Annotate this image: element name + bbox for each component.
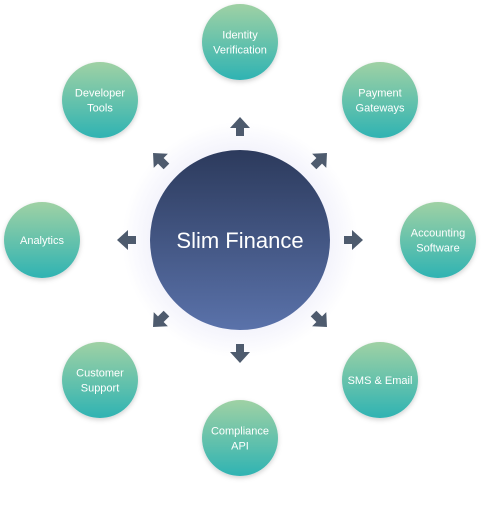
- node-circle: [400, 202, 476, 278]
- arrow-icon: [344, 230, 363, 250]
- node-label: Analytics: [20, 235, 65, 247]
- node-label: Accounting: [411, 228, 465, 240]
- node-circle: [62, 342, 138, 418]
- node-analytics: Analytics: [4, 202, 80, 278]
- node-customer-support: Customer Support: [62, 342, 138, 418]
- arrow-icon: [310, 310, 327, 327]
- node-identity-verification: Identity Verification: [202, 4, 278, 80]
- arrow-icon: [153, 310, 170, 327]
- arrow-icon: [310, 153, 327, 170]
- node-label: Developer: [75, 88, 125, 100]
- node-compliance-api: Compliance API: [202, 400, 278, 476]
- node-circle: [342, 342, 418, 418]
- hub-label: Slim Finance: [176, 228, 303, 253]
- arrow-layer: [117, 117, 363, 363]
- node-sms-email: SMS & Email: [342, 342, 418, 418]
- arrow-icon: [230, 117, 250, 136]
- node-label: Payment: [358, 88, 401, 100]
- node-label: Customer: [76, 368, 124, 380]
- node-circle: [342, 62, 418, 138]
- node-label: Verification: [213, 45, 267, 57]
- node-circle: [62, 62, 138, 138]
- node-label: Gateways: [356, 103, 405, 115]
- node-label: Support: [81, 383, 120, 395]
- arrow-icon: [117, 230, 136, 250]
- hub-circle: [150, 150, 330, 330]
- node-label: Compliance: [211, 426, 269, 438]
- node-payment-gateways: Payment Gateways: [342, 62, 418, 138]
- node-label: Tools: [87, 103, 113, 115]
- arrow-icon: [230, 344, 250, 363]
- node-accounting-software: Accounting Software: [400, 202, 476, 278]
- node-label: SMS & Email: [348, 375, 413, 387]
- node-circle: [202, 400, 278, 476]
- node-developer-tools: Developer Tools: [62, 62, 138, 138]
- satellite-layer: Identity Verification Payment Gateways Accou…: [4, 4, 476, 476]
- node-label: API: [231, 441, 249, 453]
- node-circle: [202, 4, 278, 80]
- node-label: Software: [416, 243, 459, 255]
- arrow-icon: [153, 153, 170, 170]
- node-circle: [4, 202, 80, 278]
- node-label: Identity: [222, 30, 258, 42]
